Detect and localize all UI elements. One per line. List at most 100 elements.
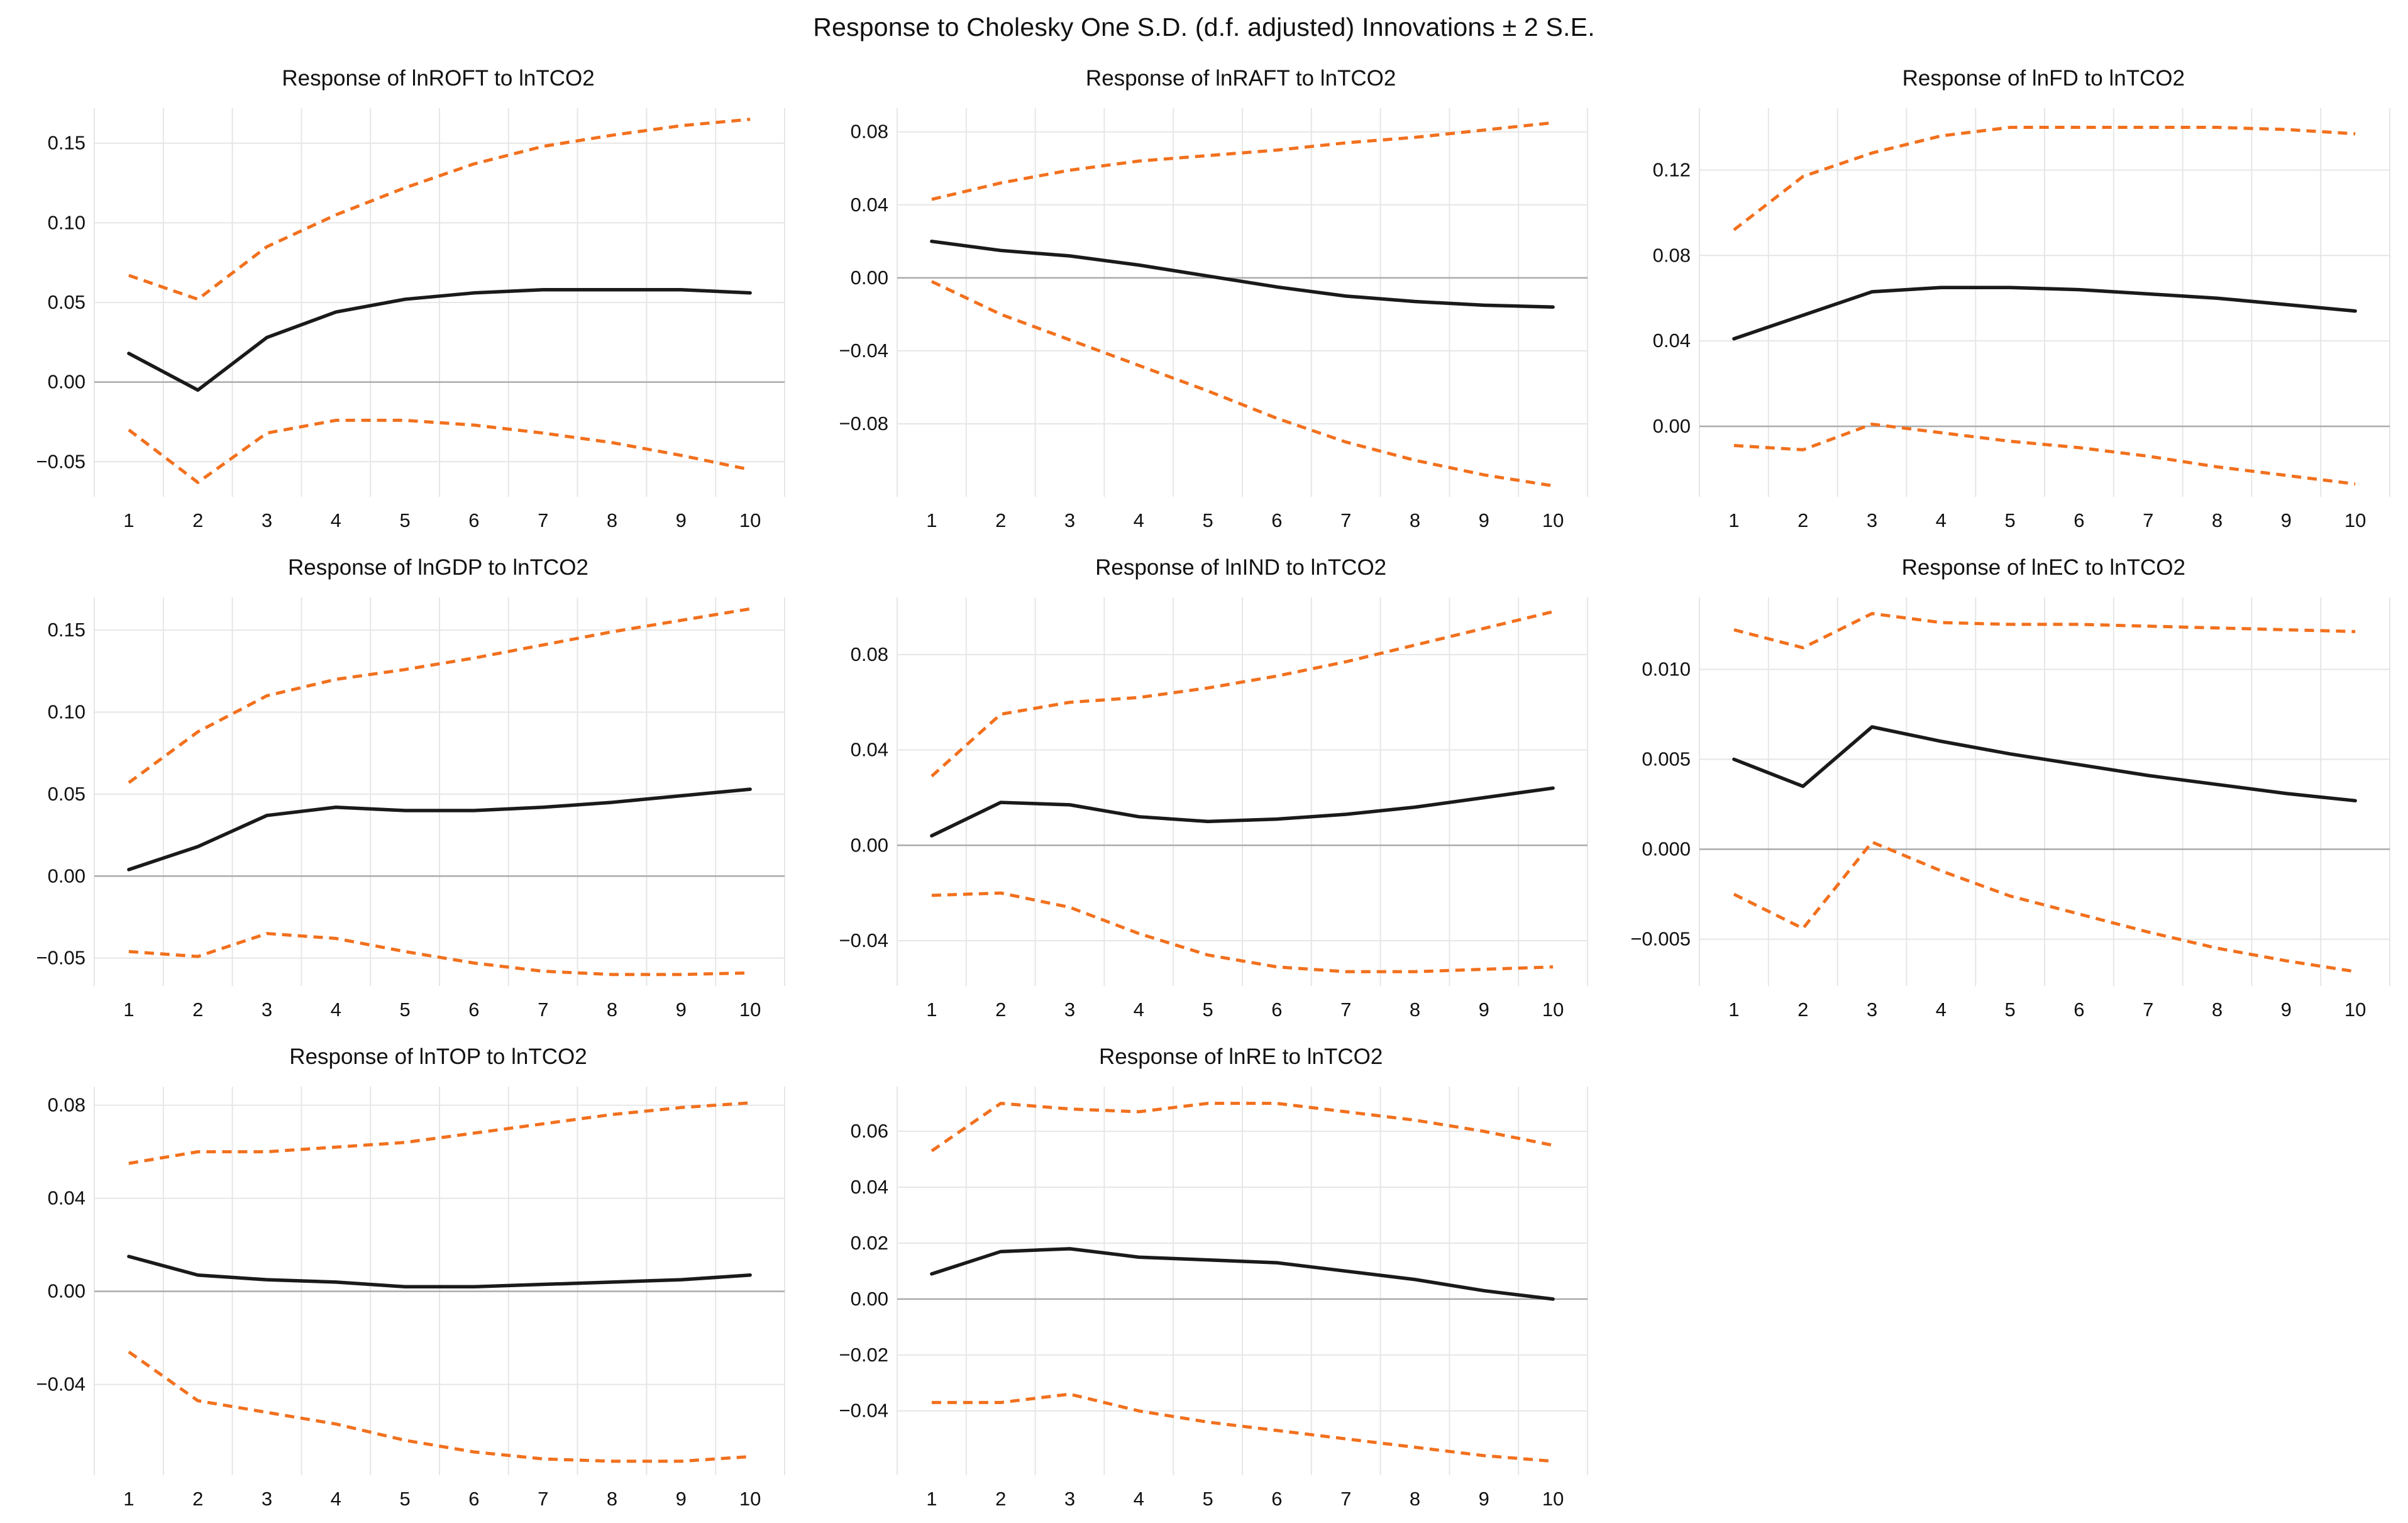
x-axis-tick-label: 4 <box>1133 999 1144 1021</box>
chart-cell: Response of lnROFT to lnTCO2 −0.05 0.00 0.… <box>0 54 802 543</box>
chart-cell: Response of lnEC to lnTCO2 −0.005 0.000 0.… <box>1605 543 2407 1033</box>
x-axis-tick-label: 10 <box>2344 999 2366 1021</box>
chart-cell: Response of lnGDP to lnTCO2 −0.05 0.00 0.0… <box>0 543 802 1033</box>
chart-plot: 0.00 0.04 0.08 0.12 1 2 3 4 5 6 7 8 9 10 <box>1653 108 2391 531</box>
y-axis-tick-label: 0.08 <box>48 1094 86 1116</box>
confidence-band-line <box>128 118 751 301</box>
response-line <box>127 287 752 392</box>
x-axis-tick-label: 6 <box>468 1488 479 1510</box>
x-axis-tick-label: 10 <box>1542 1488 1564 1510</box>
x-axis-tick-label: 6 <box>468 509 479 531</box>
y-axis-tick-label: −0.05 <box>36 947 86 969</box>
confidence-band-line <box>1733 126 2356 231</box>
x-axis-tick-label: 5 <box>399 509 410 531</box>
x-axis-tick-label: 4 <box>331 1488 341 1510</box>
x-axis-tick-label: 2 <box>995 509 1006 531</box>
response-line <box>929 240 1555 309</box>
chart-title: Response of lnROFT to lnTCO2 <box>282 66 595 91</box>
y-axis-tick-label: 0.02 <box>850 1232 888 1254</box>
chart-plot: −0.005 0.000 0.005 0.010 1 2 3 4 5 6 7 8 9 10 <box>1631 597 2391 1021</box>
x-axis-tick-label: 1 <box>926 999 937 1021</box>
y-axis-tick-label: 0.04 <box>1653 330 1691 352</box>
x-axis-tick-label: 8 <box>1410 999 1420 1021</box>
x-axis-tick-label: 5 <box>1202 1488 1213 1510</box>
x-axis-tick-label: 1 <box>123 999 134 1021</box>
x-axis-tick-label: 4 <box>331 509 341 531</box>
y-axis-tick-label: 0.15 <box>48 619 86 641</box>
x-axis-tick-label: 7 <box>1340 1488 1351 1510</box>
x-axis-tick-label: 3 <box>1064 1488 1075 1510</box>
y-axis-tick-label: 0.12 <box>1653 158 1691 180</box>
x-axis-tick-label: 8 <box>1410 509 1420 531</box>
confidence-band-line <box>1733 840 2356 973</box>
x-axis-tick-label: 7 <box>538 509 548 531</box>
y-axis-tick-label: 0.00 <box>850 1288 888 1310</box>
x-axis-tick-label: 1 <box>1729 509 1740 531</box>
x-axis-tick-label: 5 <box>1202 509 1213 531</box>
y-axis-tick-label: 0.05 <box>48 291 86 313</box>
x-axis-tick-label: 3 <box>262 999 272 1021</box>
x-axis-tick-label: 10 <box>1542 509 1564 531</box>
y-axis-tick-label: 0.04 <box>850 739 888 761</box>
response-line <box>929 1247 1555 1301</box>
chart-plot: −0.05 0.00 0.05 0.10 0.15 1 2 3 4 5 6 7 8 9 10 <box>36 597 785 1021</box>
x-axis-tick-label: 6 <box>2074 999 2085 1021</box>
x-axis-tick-label: 3 <box>1064 509 1075 531</box>
y-axis-tick-label: 0.04 <box>48 1187 86 1209</box>
confidence-band-line <box>128 1350 751 1463</box>
confidence-band-line <box>128 1101 751 1165</box>
chart-cell: Response of lnTOP to lnTCO2 −0.04 0.00 0.0… <box>0 1033 802 1522</box>
x-axis-tick-label: 3 <box>1867 999 1877 1021</box>
x-axis-tick-label: 1 <box>123 509 134 531</box>
x-axis-tick-label: 7 <box>538 999 548 1021</box>
confidence-band-line <box>128 418 751 484</box>
x-axis-tick-label: 2 <box>192 999 203 1021</box>
x-axis-tick-label: 8 <box>2212 509 2223 531</box>
x-axis-tick-label: 7 <box>2143 509 2153 531</box>
x-axis-tick-label: 4 <box>1133 1488 1144 1510</box>
chart-grid: Response of lnROFT to lnTCO2 −0.05 0.00 0.… <box>0 54 2408 1522</box>
x-axis-tick-label: 9 <box>1478 1488 1489 1510</box>
response-line <box>1732 725 2358 803</box>
response-line <box>1732 285 2358 341</box>
x-axis-tick-label: 3 <box>262 1488 272 1510</box>
chart-title: Response of lnRE to lnTCO2 <box>1098 1044 1383 1069</box>
x-axis-tick-label: 4 <box>1936 999 1947 1021</box>
x-axis-tick-label: 10 <box>739 999 761 1021</box>
x-axis-tick-label: 7 <box>1340 509 1351 531</box>
chart-title: Response of lnFD to lnTCO2 <box>1902 66 2185 91</box>
x-axis-tick-label: 6 <box>468 999 479 1021</box>
y-axis-tick-label: 0.010 <box>1642 658 1691 680</box>
y-axis-tick-label: 0.000 <box>1642 838 1691 860</box>
chart-title: Response of lnTOP to lnTCO2 <box>289 1044 587 1069</box>
x-axis-tick-label: 6 <box>2074 509 2085 531</box>
confidence-band-line <box>931 1392 1553 1463</box>
chart-cell: Response of lnRAFT to lnTCO2 −0.08 −0.04 0… <box>803 54 1605 543</box>
x-axis-tick-label: 2 <box>192 1488 203 1510</box>
y-axis-tick-label: −0.08 <box>839 413 888 435</box>
x-axis-tick-label: 6 <box>1271 509 1282 531</box>
confidence-band-line <box>1733 612 2356 650</box>
confidence-band-line <box>930 610 1554 778</box>
chart-title: Response of lnEC to lnTCO2 <box>1901 555 2185 580</box>
chart-title: Response of lnGDP to lnTCO2 <box>288 555 588 580</box>
x-axis-tick-label: 10 <box>739 509 761 531</box>
y-axis-tick-label: 0.10 <box>48 701 86 723</box>
y-axis-tick-label: 0.05 <box>48 783 86 805</box>
x-axis-tick-label: 5 <box>399 999 410 1021</box>
x-axis-tick-label: 8 <box>1410 1488 1420 1510</box>
x-axis-tick-label: 3 <box>1867 509 1877 531</box>
y-axis-tick-label: 0.08 <box>1653 244 1691 266</box>
x-axis-tick-label: 4 <box>331 999 341 1021</box>
x-axis-tick-label: 2 <box>1798 999 1808 1021</box>
response-line <box>127 787 752 872</box>
x-axis-tick-label: 1 <box>926 509 937 531</box>
chart-title: Response of lnRAFT to lnTCO2 <box>1085 66 1396 91</box>
x-axis-tick-label: 9 <box>2281 999 2292 1021</box>
y-axis-tick-label: −0.05 <box>36 450 86 472</box>
y-axis-tick-label: −0.04 <box>839 929 888 951</box>
chart-plot: −0.04 0.00 0.04 0.08 1 2 3 4 5 6 7 8 9 10 <box>839 597 1588 1021</box>
y-axis-tick-label: 0.00 <box>48 1280 86 1302</box>
x-axis-tick-label: 8 <box>607 509 617 531</box>
chart-plot: −0.08 −0.04 0.00 0.04 0.08 1 2 3 4 5 6 7 8 9 10 <box>839 108 1588 531</box>
